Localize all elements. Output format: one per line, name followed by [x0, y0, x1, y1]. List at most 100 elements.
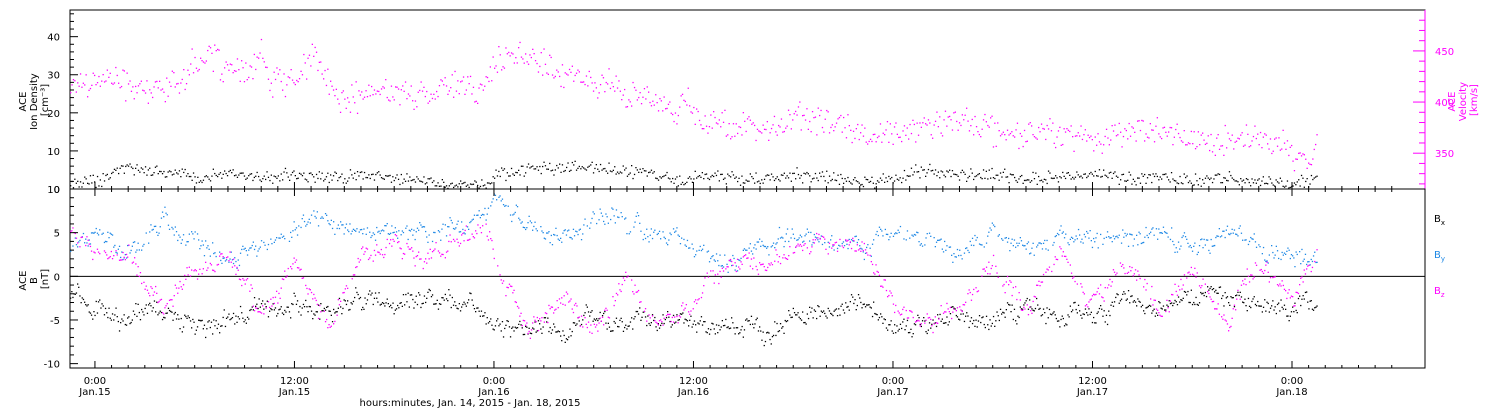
point — [824, 180, 826, 182]
point — [123, 314, 125, 316]
point — [105, 174, 107, 177]
point — [486, 235, 488, 237]
point — [1200, 134, 1202, 136]
point — [1260, 268, 1262, 271]
point — [284, 167, 287, 170]
point — [621, 216, 623, 218]
point — [534, 168, 537, 170]
point — [385, 175, 387, 177]
point — [758, 130, 760, 132]
point — [112, 171, 114, 173]
point — [213, 269, 215, 272]
point — [725, 318, 727, 321]
point — [1275, 312, 1277, 315]
point — [499, 175, 501, 178]
point — [591, 310, 593, 312]
point — [464, 233, 466, 235]
point — [660, 319, 662, 321]
point — [741, 175, 743, 177]
point — [415, 255, 417, 258]
point — [166, 214, 168, 216]
point — [852, 240, 854, 242]
point — [380, 88, 383, 90]
point — [203, 324, 206, 326]
point — [476, 307, 478, 309]
point — [1152, 173, 1154, 175]
point — [1048, 308, 1051, 311]
point — [659, 176, 661, 178]
point — [180, 317, 182, 320]
point — [492, 248, 494, 250]
point — [665, 108, 667, 110]
point — [218, 173, 220, 175]
point — [1272, 251, 1274, 254]
point — [1039, 307, 1041, 310]
point — [283, 278, 285, 281]
point — [638, 96, 640, 99]
point — [838, 308, 840, 310]
point — [403, 178, 405, 180]
point — [362, 246, 364, 248]
point — [262, 305, 264, 307]
point — [561, 64, 564, 66]
point — [1003, 312, 1005, 314]
point — [1137, 270, 1139, 272]
point — [596, 324, 598, 326]
point — [1176, 294, 1179, 296]
point — [963, 320, 966, 323]
point — [1173, 302, 1175, 304]
point — [811, 111, 814, 113]
point — [277, 175, 279, 177]
point — [157, 173, 159, 175]
point — [840, 173, 842, 176]
point — [256, 171, 258, 174]
point — [157, 234, 159, 236]
point — [269, 306, 271, 309]
point — [995, 174, 997, 176]
point — [472, 86, 475, 88]
point — [380, 248, 382, 251]
point — [543, 321, 545, 323]
point — [875, 141, 877, 143]
point — [422, 226, 424, 228]
point — [211, 52, 213, 54]
point — [838, 244, 840, 246]
point — [526, 322, 528, 324]
point — [491, 324, 493, 326]
point — [846, 243, 848, 245]
point — [348, 101, 350, 103]
point — [749, 323, 751, 326]
point — [355, 287, 357, 289]
point — [1070, 311, 1073, 313]
point — [843, 116, 845, 119]
point — [1228, 171, 1231, 173]
point — [1147, 236, 1149, 239]
point — [637, 313, 640, 315]
point — [1146, 177, 1149, 179]
point — [223, 309, 225, 311]
point — [511, 285, 513, 288]
point — [627, 325, 629, 327]
point — [215, 320, 217, 322]
point — [516, 327, 519, 329]
point — [1209, 287, 1211, 290]
point — [674, 112, 677, 114]
point — [640, 230, 642, 232]
point — [834, 179, 836, 181]
point — [464, 93, 466, 95]
point — [178, 287, 180, 289]
point — [707, 250, 710, 252]
point — [777, 261, 779, 263]
point — [944, 311, 946, 313]
point — [1166, 299, 1168, 301]
point — [1180, 140, 1183, 142]
point — [1076, 238, 1078, 240]
point — [292, 263, 294, 265]
point — [732, 322, 734, 324]
point — [898, 312, 900, 314]
point — [272, 182, 274, 184]
point — [242, 278, 244, 280]
point — [973, 178, 975, 181]
point — [1228, 302, 1230, 304]
point — [731, 171, 733, 173]
